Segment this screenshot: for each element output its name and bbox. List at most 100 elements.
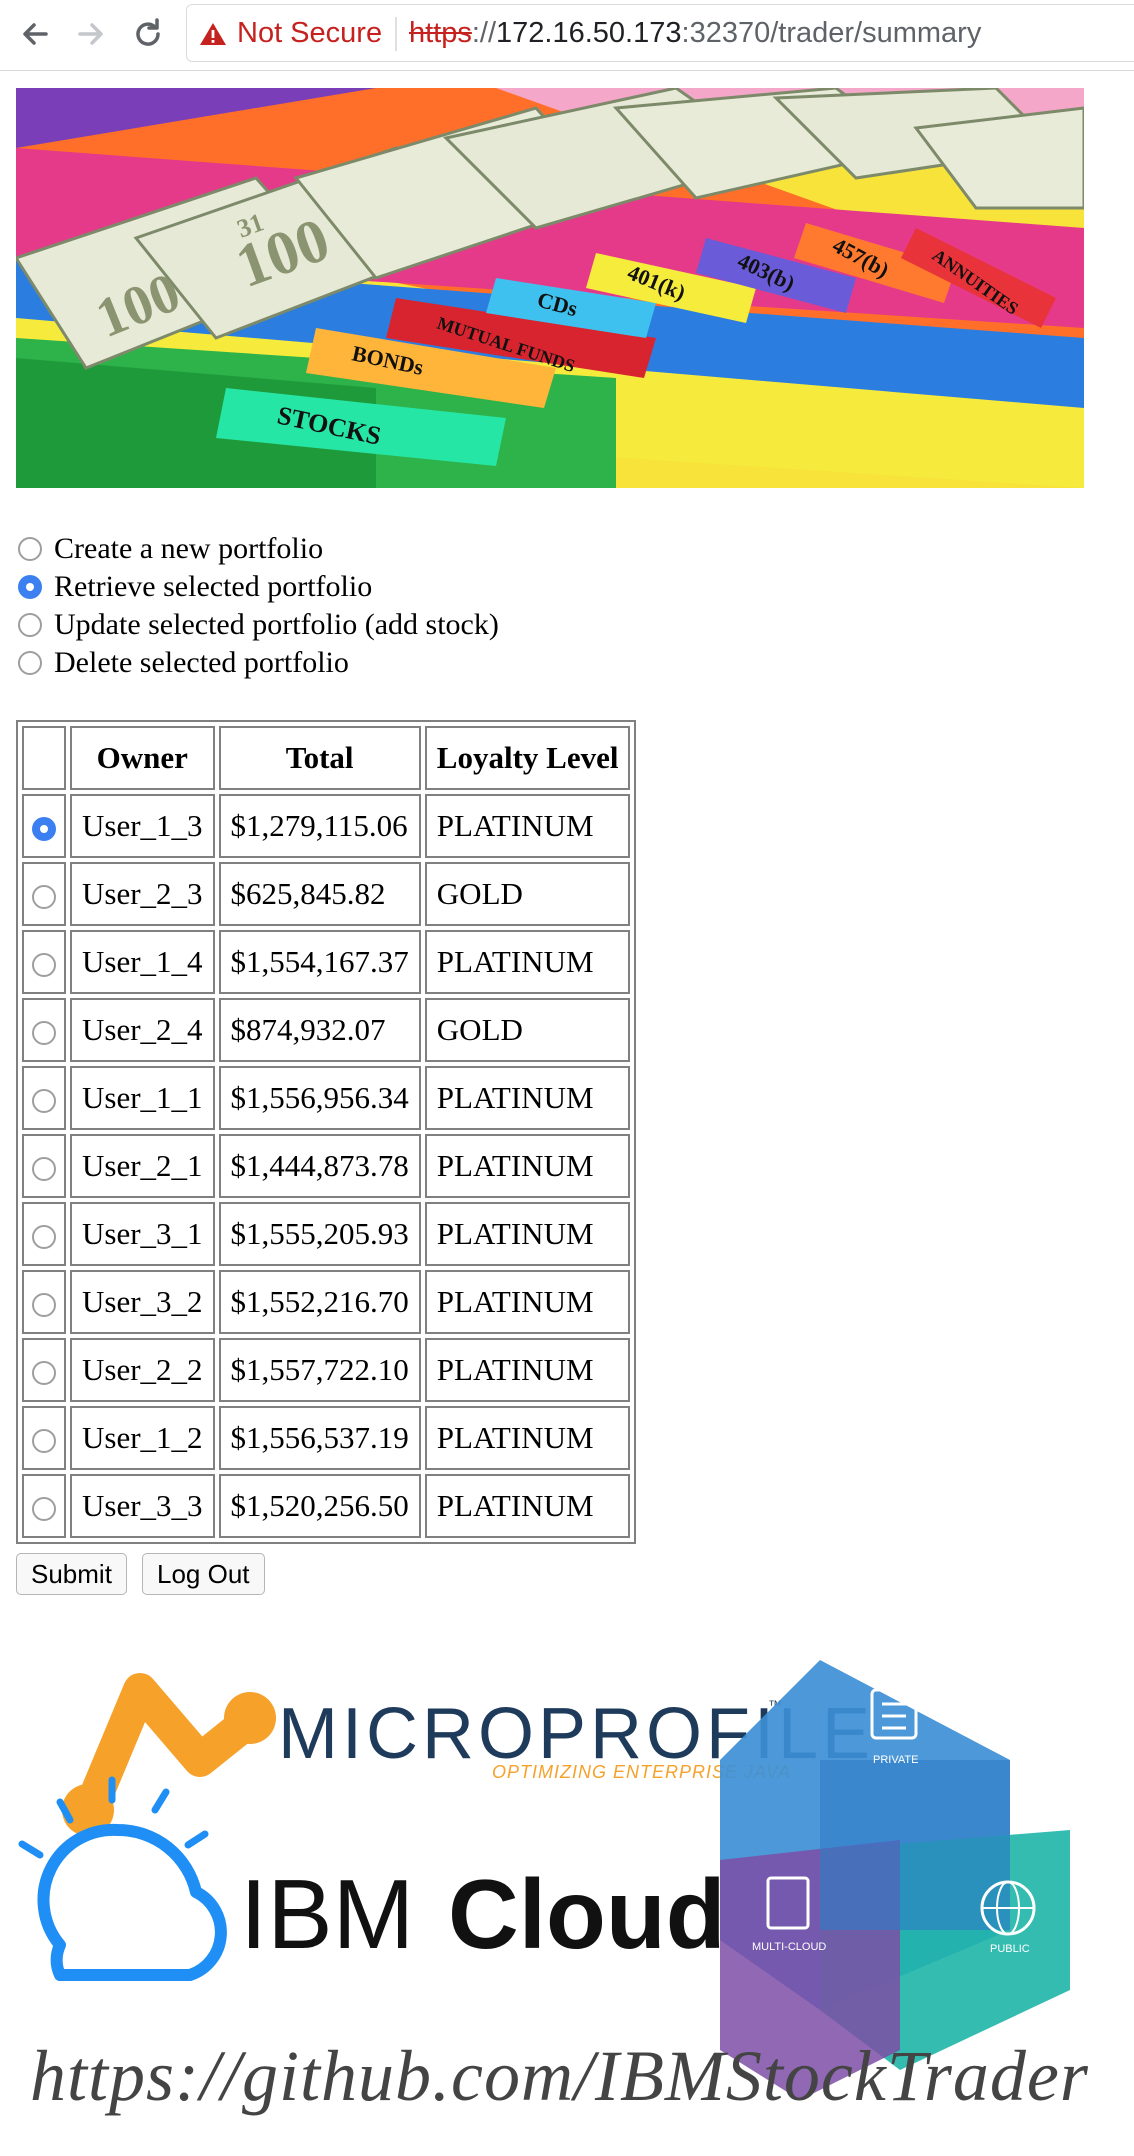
loyalty-level-cell: PLATINUM	[424, 1474, 631, 1538]
row-select-radio[interactable]	[32, 1496, 56, 1521]
radio-delete[interactable]	[18, 651, 42, 675]
row-select-radio[interactable]	[32, 1428, 56, 1453]
loyalty-level-cell: PLATINUM	[424, 930, 631, 994]
banner-image: 100 100 31 STOCKS BONDs MUTUAL FUNDS CDs…	[16, 88, 1084, 488]
total-cell: $1,556,537.19	[218, 1406, 421, 1470]
loyalty-level-cell: PLATINUM	[424, 1406, 631, 1470]
row-select-cell	[22, 862, 66, 926]
owner-cell: User_1_3	[70, 794, 215, 858]
table-row: User_1_4 $1,554,167.37 PLATINUM	[22, 930, 631, 994]
table-row: User_1_3 $1,279,115.06 PLATINUM	[22, 794, 631, 858]
owner-cell: User_1_2	[70, 1406, 215, 1470]
forward-arrow-icon[interactable]	[70, 14, 110, 54]
address-bar[interactable]: Not Secure https://172.16.50.173:32370/t…	[186, 4, 1134, 62]
radio-update[interactable]	[18, 613, 42, 637]
row-select-cell	[22, 998, 66, 1062]
loyalty-level-cell: PLATINUM	[424, 1066, 631, 1130]
action-update-label: Update selected portfolio (add stock)	[54, 608, 499, 641]
github-url-signature: https://github.com/IBMStockTrader	[30, 2036, 1089, 2116]
radio-retrieve[interactable]	[18, 575, 42, 599]
row-select-radio[interactable]	[32, 1292, 56, 1317]
row-select-radio[interactable]	[32, 952, 56, 977]
not-secure-label[interactable]: Not Secure	[237, 17, 383, 49]
row-select-cell	[22, 1338, 66, 1402]
row-select-cell	[22, 1202, 66, 1266]
ibm-cloud-icon	[18, 1776, 227, 1981]
loyalty-level-cell: PLATINUM	[424, 1270, 631, 1334]
action-retrieve-label: Retrieve selected portfolio	[54, 570, 373, 603]
url-host: 172.16.50.173	[496, 17, 682, 49]
ibm-wordmark: IBM	[240, 1859, 414, 1969]
total-cell: $1,556,956.34	[218, 1066, 421, 1130]
bill-stack: 100 100 31	[16, 88, 1084, 370]
row-select-radio[interactable]	[32, 1224, 56, 1249]
microprofile-tagline: OPTIMIZING ENTERPRISE JAVA	[492, 1762, 791, 1782]
row-select-radio[interactable]	[32, 884, 56, 909]
row-select-radio[interactable]	[32, 1088, 56, 1113]
url-scheme: https	[409, 17, 472, 49]
loyalty-level-cell: PLATINUM	[424, 1338, 631, 1402]
header-owner: Owner	[70, 726, 215, 790]
action-create[interactable]: Create a new portfolio	[18, 530, 499, 568]
total-cell: $1,279,115.06	[218, 794, 421, 858]
back-arrow-icon[interactable]	[16, 14, 56, 54]
table-header-row: Owner Total Loyalty Level	[22, 726, 631, 790]
table-row: User_1_1 $1,556,956.34 PLATINUM	[22, 1066, 631, 1130]
owner-cell: User_2_2	[70, 1338, 215, 1402]
url-path: :32370/trader/summary	[681, 17, 982, 49]
owner-cell: User_3_2	[70, 1270, 215, 1334]
row-select-radio[interactable]	[32, 1020, 56, 1045]
reload-icon[interactable]	[128, 14, 168, 54]
header-total: Total	[218, 726, 421, 790]
header-loyalty-level: Loyalty Level	[424, 726, 631, 790]
hybrid-cloud-cube-icon: PRIVATE MULTI-CLOUD PUBLIC	[720, 1660, 1070, 2100]
action-delete-label: Delete selected portfolio	[54, 646, 349, 679]
table-row: User_2_2 $1,557,722.10 PLATINUM	[22, 1338, 631, 1402]
table-row: User_1_2 $1,556,537.19 PLATINUM	[22, 1406, 631, 1470]
action-update[interactable]: Update selected portfolio (add stock)	[18, 606, 499, 644]
owner-cell: User_3_3	[70, 1474, 215, 1538]
table-row: User_2_4 $874,932.07 GOLD	[22, 998, 631, 1062]
url-text[interactable]: https://172.16.50.173:32370/trader/summa…	[409, 17, 981, 50]
owner-cell: User_3_1	[70, 1202, 215, 1266]
cube-label-private: PRIVATE	[873, 1754, 918, 1766]
row-select-radio[interactable]	[32, 1156, 56, 1181]
row-select-cell	[22, 1066, 66, 1130]
portfolio-actions: Create a new portfolio Retrieve selected…	[18, 530, 499, 682]
submit-button[interactable]: Submit	[16, 1553, 127, 1595]
owner-cell: User_2_4	[70, 998, 215, 1062]
cube-label-public: PUBLIC	[990, 1943, 1030, 1955]
row-select-cell	[22, 930, 66, 994]
folder-tabs: STOCKS BONDs MUTUAL FUNDS CDs 401(k) 403…	[216, 223, 1056, 466]
row-select-cell	[22, 1406, 66, 1470]
total-cell: $1,557,722.10	[218, 1338, 421, 1402]
row-select-radio[interactable]	[32, 816, 56, 841]
radio-create[interactable]	[18, 537, 42, 561]
owner-cell: User_1_4	[70, 930, 215, 994]
cloud-wordmark: Cloud	[448, 1859, 726, 1969]
total-cell: $1,552,216.70	[218, 1270, 421, 1334]
header-select	[22, 726, 66, 790]
row-select-cell	[22, 1270, 66, 1334]
row-select-cell	[22, 794, 66, 858]
total-cell: $1,520,256.50	[218, 1474, 421, 1538]
row-select-radio[interactable]	[32, 1360, 56, 1385]
action-delete[interactable]: Delete selected portfolio	[18, 644, 499, 682]
table-row: User_2_3 $625,845.82 GOLD	[22, 862, 631, 926]
url-separator: ://	[471, 17, 497, 49]
total-cell: $625,845.82	[218, 862, 421, 926]
action-retrieve[interactable]: Retrieve selected portfolio	[18, 568, 499, 606]
log-out-button[interactable]: Log Out	[142, 1553, 265, 1595]
loyalty-level-cell: PLATINUM	[424, 1202, 631, 1266]
browser-toolbar: Not Secure https://172.16.50.173:32370/t…	[0, 0, 1134, 71]
address-bar-divider	[395, 17, 397, 51]
loyalty-level-cell: GOLD	[424, 862, 631, 926]
table-row: User_3_1 $1,555,205.93 PLATINUM	[22, 1202, 631, 1266]
owner-cell: User_2_3	[70, 862, 215, 926]
loyalty-level-cell: GOLD	[424, 998, 631, 1062]
table-row: User_3_2 $1,552,216.70 PLATINUM	[22, 1270, 631, 1334]
table-body: User_1_3 $1,279,115.06 PLATINUM User_2_3 $62…	[22, 794, 631, 1538]
table-row: User_3_3 $1,520,256.50 PLATINUM	[22, 1474, 631, 1538]
owner-cell: User_2_1	[70, 1134, 215, 1198]
table-row: User_2_1 $1,444,873.78 PLATINUM	[22, 1134, 631, 1198]
